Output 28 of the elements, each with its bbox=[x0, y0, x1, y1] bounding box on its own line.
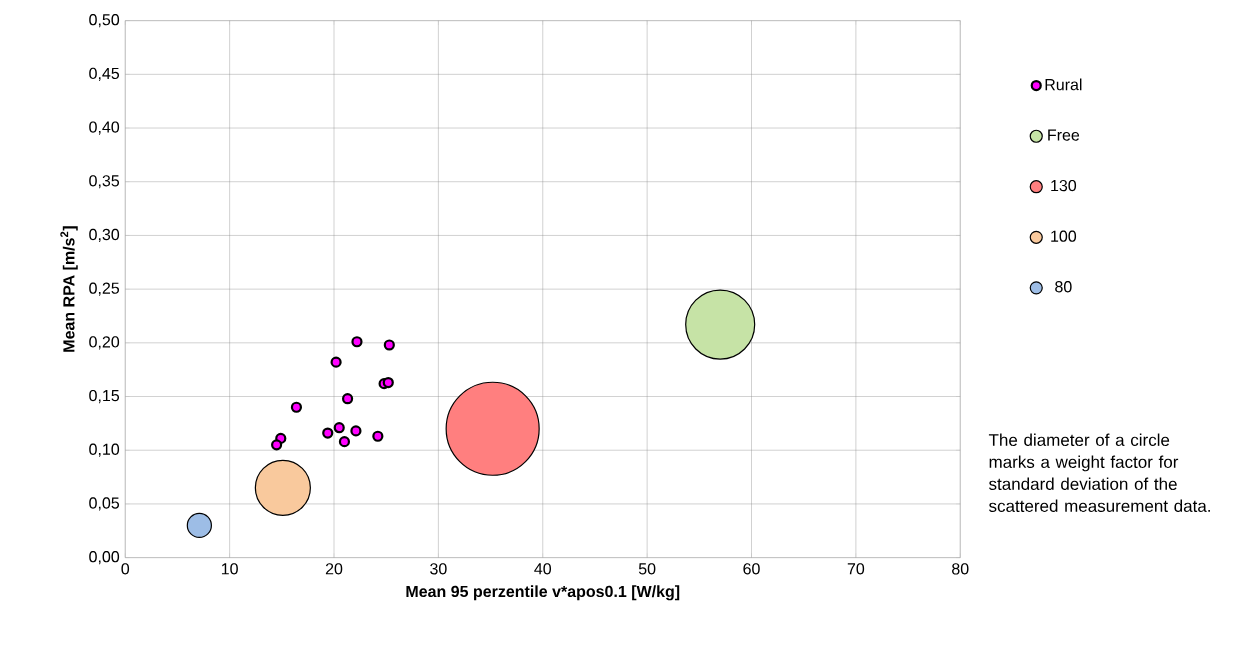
x-tick-label: 10 bbox=[221, 563, 238, 575]
y-axis-title: Mean RPA [m/s$^{2}$] bbox=[60, 226, 78, 352]
y-tick-label: 0,30 bbox=[89, 228, 120, 243]
x-axis-title: Mean 95 perzentile v*apos0.1 [W/kg] bbox=[406, 585, 680, 601]
legend-label: 80 bbox=[1055, 281, 1072, 293]
y-tick-label: 0,25 bbox=[89, 282, 120, 296]
legend-label: Rural bbox=[1045, 78, 1082, 91]
legend-label: 130 bbox=[1051, 179, 1077, 192]
y-tick-label: 0,45 bbox=[89, 67, 120, 81]
y-tick-label: 0,05 bbox=[89, 497, 120, 511]
y-tick-label: 0,50 bbox=[89, 14, 120, 28]
legend-label: Free bbox=[1048, 129, 1080, 141]
text: The diameter of a circle marks a weight factor for standard deviation of the scattered measurement data. bbox=[988, 433, 1210, 513]
x-tick-label: 70 bbox=[847, 563, 865, 575]
x-tick-label: 80 bbox=[952, 563, 969, 575]
y-tick-label: 0,40 bbox=[89, 121, 120, 135]
x-tick-label: 50 bbox=[638, 563, 656, 575]
y-tick-label: 0,00 bbox=[89, 551, 120, 565]
x-tick-label: 20 bbox=[325, 563, 343, 575]
x-tick-label: 30 bbox=[430, 563, 447, 575]
y-tick-label: 0,20 bbox=[89, 336, 120, 350]
y-tick-label: 0,15 bbox=[89, 389, 120, 404]
legend-label: 100 bbox=[1051, 230, 1077, 242]
x-tick-label: 60 bbox=[743, 563, 760, 575]
y-tick-label: 0,35 bbox=[89, 175, 120, 189]
y-tick-label: 0,10 bbox=[89, 443, 120, 457]
x-tick-label: 0 bbox=[121, 563, 130, 575]
x-tick-label: 40 bbox=[534, 563, 552, 575]
